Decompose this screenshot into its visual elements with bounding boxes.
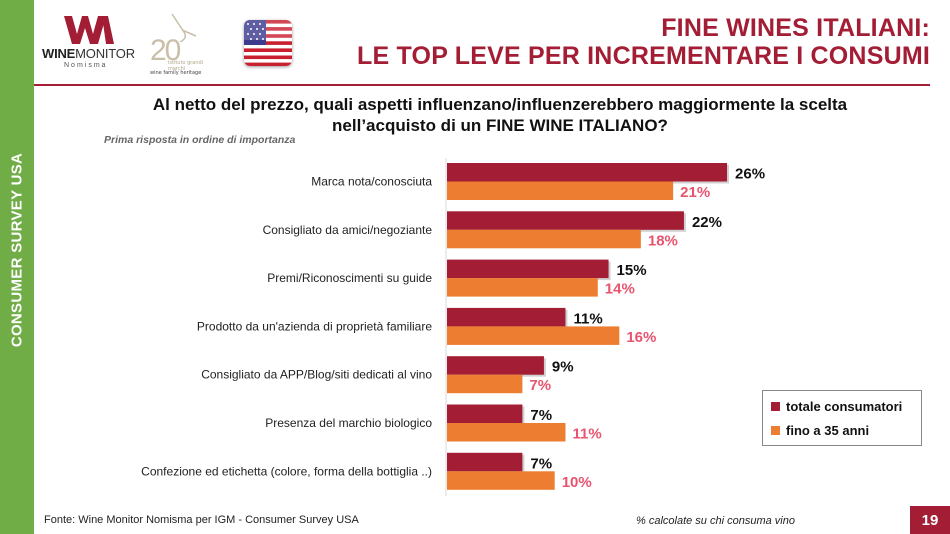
anniversary-line2: wine family heritage [150,70,202,76]
data-label-totale: 15% [617,262,647,279]
bar-totale [447,163,728,182]
bar-totale [447,259,609,279]
bar-totale [447,211,684,230]
data-label-totale: 11% [573,310,602,327]
bar-young [447,423,566,442]
data-label-totale: 7% [530,455,552,472]
data-label-young: 10% [562,474,592,491]
data-label-young: 11% [572,426,601,443]
bar-young [447,471,555,490]
chart-question: Al netto del prezzo, quali aspetti influ… [152,95,848,135]
bar-totale [447,452,523,472]
anniversary-line1: istituto grandi marchi [168,60,204,72]
category-label: Confezione ed etichetta (colore, forma d… [141,464,432,478]
anniversary-logo: 20 istituto grandi marchi wine family he… [148,12,210,78]
winemonitor-brand: WINEMONITOR [42,46,135,61]
chart-subtitle: Prima risposta in ordine di importanza [104,134,296,146]
bar-totale [447,356,544,375]
category-label: Consigliato da amici/negoziante [263,223,433,237]
anniversary-number: 20 [150,34,181,67]
data-label-young: 21% [680,184,710,201]
data-label-young: 14% [605,281,635,298]
data-label-totale: 9% [552,359,574,376]
winemonitor-sub: Nomisma [64,62,108,69]
bar-young [447,278,598,297]
bar-young [447,229,641,249]
category-label: Marca nota/conosciuta [311,175,432,189]
page-number: 19 [910,506,950,534]
winemonitor-mark-icon [64,16,114,44]
calc-note: % calcolate su chi consuma vino [636,515,795,527]
chart-legend: totale consumatori fino a 35 anni [762,390,922,446]
bar-young [447,326,620,345]
category-label: Presenza del marchio biologico [265,416,432,430]
data-label-young: 18% [648,232,678,249]
legend-item-young: fino a 35 anni [771,423,869,438]
legend-item-totale: totale consumatori [771,399,902,414]
data-label-young: 7% [529,377,551,394]
data-label-young: 16% [626,329,656,346]
source-note: Fonte: Wine Monitor Nomisma per IGM - Co… [44,514,359,526]
category-label: Prodotto da un'azienda di proprietà fami… [197,319,432,333]
bar-young [447,181,674,200]
legend-swatch-young [771,426,780,435]
winemonitor-logo: WINEMONITOR Nomisma [42,16,135,72]
legend-swatch-total [771,402,780,411]
category-label: Premi/Riconoscimenti su guide [267,271,432,285]
bar-young [447,374,523,394]
sidebar-band: CONSUMER SURVEY USA [0,0,34,534]
bar-totale [447,307,566,327]
title-divider [34,84,930,86]
data-label-totale: 22% [692,214,722,231]
usa-flag-icon [244,20,292,66]
data-label-totale: 26% [735,166,765,183]
category-label: Consigliato da APP/Blog/siti dedicati al… [201,368,432,382]
page-title: FINE WINES ITALIANI: LE TOP LEVE PER INC… [357,14,930,70]
data-label-totale: 7% [530,407,552,424]
bar-totale [447,404,523,423]
glass-swirl-icon [171,13,197,42]
